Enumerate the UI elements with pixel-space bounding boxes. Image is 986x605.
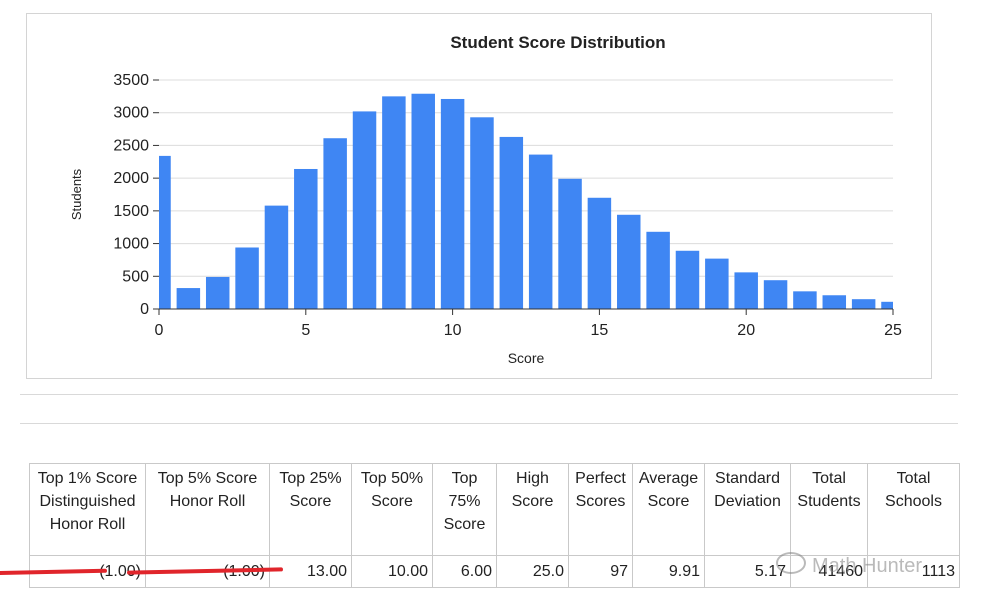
header-top-25-percent: Top 25% Score [269,463,352,556]
table-row: (1.00) (1.00) 13.00 10.00 6.00 25.0 97 9… [0,555,960,588]
header-average-score: Average Score [632,463,705,556]
header-total-students: Total Students [790,463,868,556]
y-tick-label: 1000 [113,236,149,253]
bar-score-6 [323,138,347,309]
separator-line-1 [20,394,958,395]
bar-score-24 [851,299,876,309]
bar-score-22 [793,291,817,309]
y-tick-label: 0 [140,301,149,318]
y-tick-label: 1500 [113,203,149,220]
chart-panel: 0 500 1000 1500 2000 2500 3000 3500 0 5 10 15 20 25 St… [26,13,932,379]
watermark: Math Hunter [776,552,922,578]
header-top-50-percent: Top 50% Score [351,463,433,556]
y-tick-label: 2500 [113,137,149,154]
bar-score-4 [264,205,289,309]
x-tick-label: 20 [737,322,755,339]
x-tick-label: 5 [301,322,310,339]
value-top-50-percent: 10.00 [351,555,433,588]
x-tick-label: 15 [591,322,609,339]
bar-score-20 [734,272,758,309]
score-distribution-chart: 0 500 1000 1500 2000 2500 3000 3500 0 5 10 15 20 25 St… [69,33,902,366]
value-top-75-percent: 6.00 [432,555,497,588]
bar-score-0 [159,155,171,309]
header-top-75-percent: Top 75% Score [432,463,497,556]
x-tick-label: 25 [884,322,902,339]
bar-score-9 [411,93,435,309]
value-total-schools: 1113 [867,555,960,588]
value-top-1-percent: (1.00) [0,555,146,588]
bar-score-5 [294,168,318,309]
bar-score-13 [528,154,553,309]
bar-score-23 [822,295,847,309]
wechat-icon [776,552,806,574]
bar-score-25 [881,301,893,309]
redaction-mark [0,568,108,575]
bar-score-1 [176,288,201,309]
statistics-table: Top 1% Score Distinguished Honor Roll To… [0,463,960,588]
bar-score-19 [705,258,729,309]
header-top-5-percent: Top 5% Score Honor Roll [145,463,270,556]
header-high-score: High Score [496,463,569,556]
header-total-schools: Total Schools [867,463,960,556]
header-standard-deviation: Standard Deviation [704,463,791,556]
y-axis-label: Students [69,168,84,220]
bar-score-16 [617,214,641,309]
header-perfect-scores: Perfect Scores [568,463,633,556]
bar-score-17 [646,231,670,309]
bar-score-8 [382,96,406,309]
y-tick-label: 500 [122,268,149,285]
bar-score-7 [352,111,377,309]
value-top-25-percent: 13.00 [269,555,352,588]
value-perfect-scores: 97 [568,555,633,588]
watermark-text: Math Hunter [812,555,923,577]
bar-score-21 [763,280,788,309]
x-axis-label: Score [508,350,545,366]
bar-score-18 [675,250,700,309]
bars-group [159,93,893,309]
x-tick-label: 10 [444,322,462,339]
bar-score-3 [235,247,259,309]
separator-line-2 [20,423,958,424]
bar-score-2 [205,276,230,309]
value-average-score: 9.91 [632,555,705,588]
y-tick-label: 2000 [113,170,149,187]
value-top-5-percent: (1.00) [127,555,284,588]
bar-score-12 [499,136,524,309]
y-tick-label: 3000 [113,105,149,122]
y-tick-label: 3500 [113,72,149,89]
bar-score-14 [558,178,582,309]
bar-score-11 [470,117,494,309]
header-top-1-percent: Top 1% Score Distinguished Honor Roll [29,463,146,556]
value-high-score: 25.0 [496,555,569,588]
x-tick-label: 0 [155,322,164,339]
table-header-row: Top 1% Score Distinguished Honor Roll To… [29,463,960,556]
bar-score-15 [587,197,612,309]
bar-score-10 [440,98,465,309]
chart-title: Student Score Distribution [450,33,665,52]
